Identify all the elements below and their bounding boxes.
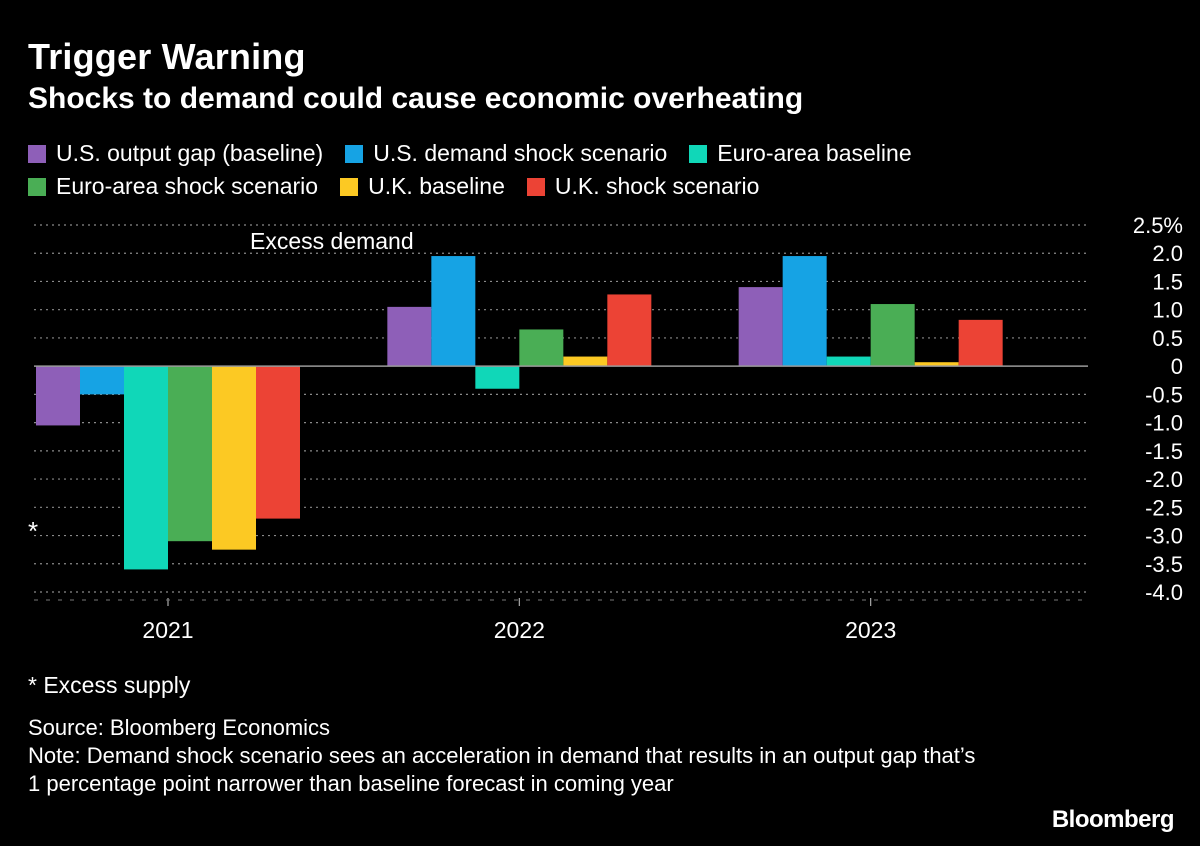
bar [256,366,300,519]
y-tick-label: 1.5 [1152,269,1183,294]
legend-label: Euro-area baseline [717,140,912,166]
chart-title: Trigger Warning [28,36,306,77]
y-tick-label: -0.5 [1145,382,1183,407]
legend-swatch [28,177,46,196]
bar [519,329,564,367]
legend-item: U.S. demand shock scenario [345,140,667,167]
y-tick-label: -2.0 [1145,467,1183,492]
legend-item: Euro-area baseline [689,140,912,167]
x-tick-label: 2021 [142,617,193,643]
bar [387,306,432,367]
brand-logo: Bloomberg [1051,806,1175,833]
legend-item: U.K. shock scenario [526,173,760,200]
bar [914,362,959,367]
y-tick-label: -2.5 [1145,495,1183,520]
legend-swatch [526,177,545,196]
legend-swatch [340,177,359,196]
y-tick-label: -3.5 [1145,552,1183,577]
bar [475,366,520,389]
x-tick-label: 2022 [494,617,545,643]
annotation-excess-supply-marker: * [28,516,38,546]
bar [212,366,256,550]
legend-item: U.S. output gap (baseline) [28,140,323,167]
legend-item: U.K. baseline [340,173,505,200]
y-tick-label: 0.5 [1152,326,1183,351]
note-text: Note: Demand shock scenario sees an acce… [28,743,976,796]
y-tick-label: -4.0 [1145,580,1183,605]
chart-legend: U.S. output gap (baseline) U.S. demand sh… [28,140,1148,200]
bar [958,319,1003,367]
y-tick-label: 0 [1171,354,1183,379]
legend-label: U.K. baseline [368,173,505,199]
bar [563,356,608,367]
y-tick-label: -1.0 [1145,411,1183,436]
legend-label: U.S. demand shock scenario [373,140,668,166]
bar [738,287,783,367]
legend-item: Euro-area shock scenario [28,173,318,200]
bar [431,256,476,367]
legend-label: Euro-area shock scenario [56,173,319,199]
bar [124,366,168,570]
bar [80,366,124,395]
source-block: Source: Bloomberg Economics Note: Demand… [28,714,988,798]
bar [782,256,827,367]
legend-swatch [689,144,708,163]
bar [168,366,212,542]
y-tick-label: 2.5% [1133,213,1183,238]
legend-label: U.S. output gap (baseline) [56,140,324,166]
y-tick-label: 1.0 [1152,298,1183,323]
footnote: * Excess supply [28,672,191,698]
y-tick-label: -1.5 [1145,439,1183,464]
annotation-excess-demand: Excess demand [250,228,414,254]
legend-swatch [28,144,46,163]
y-tick-label: 2.0 [1152,241,1183,266]
bar [826,356,871,367]
bar [870,304,915,367]
legend-label: U.K. shock scenario [554,173,760,199]
bar [36,366,80,426]
bar [607,294,652,367]
chart-subtitle: Shocks to demand could cause economic ov… [28,82,804,115]
y-tick-label: -3.0 [1145,524,1183,549]
source-text: Source: Bloomberg Economics [28,715,331,740]
legend-swatch [345,144,364,163]
x-tick-label: 2023 [845,617,896,643]
